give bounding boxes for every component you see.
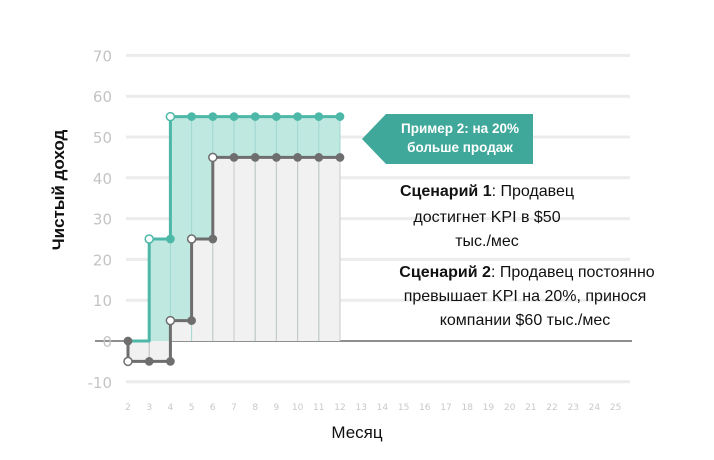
gray-point (229, 153, 239, 162)
x-tick-labels: 2 3 4 5 6 7 8 9 10 11 12 13 14 15 16 17 18 19 20 21 22 23 24 25 (125, 403, 621, 413)
gray-point (293, 153, 302, 162)
callout: Пример 2: на 20% больше продаж (362, 114, 533, 164)
y-axis-title: Чистый доход (49, 129, 68, 250)
gray-point (272, 153, 281, 162)
scenario-2-text-1: : Продавец постоянно (491, 264, 655, 281)
x-tick-label: 3 (146, 403, 152, 413)
gray-point (186, 234, 197, 244)
x-tick-label: 12 (334, 403, 345, 413)
x-tick-label: 18 (461, 403, 473, 413)
scenario-1-text-1: : Продавец (492, 183, 574, 200)
teal-point (272, 112, 281, 121)
scenario-2-title: Сценарий 2 (399, 264, 491, 281)
gray-point (335, 153, 345, 162)
y-tick-label: 20 (93, 251, 112, 269)
teal-point (314, 112, 324, 121)
gray-point (208, 152, 218, 163)
y-tick-label: 50 (93, 129, 112, 147)
x-tick-label: 19 (483, 403, 495, 413)
series-markers (123, 111, 345, 367)
gray-point (166, 357, 175, 366)
x-tick-label: 25 (610, 403, 621, 413)
x-tick-label: 9 (274, 403, 280, 413)
scenario-1-line-1: Сценарий 1: Продавец (400, 183, 574, 200)
teal-point (144, 234, 154, 244)
teal-point (335, 112, 345, 121)
x-tick-label: 6 (210, 403, 216, 413)
gray-point (208, 234, 218, 244)
gray-point (123, 336, 133, 346)
x-tick-label: 17 (440, 403, 451, 413)
y-tick-label: 10 (93, 292, 112, 310)
gray-point (165, 315, 176, 326)
gray-point (187, 316, 196, 325)
scenario-1-line-3: тыс./мес (455, 233, 519, 250)
teal-point (208, 112, 218, 121)
scenario-2-line-2: превышает KPI на 20%, принося (404, 288, 647, 305)
gray-point (250, 153, 260, 162)
x-tick-label: 4 (168, 403, 174, 413)
x-tick-label: 16 (419, 403, 431, 413)
x-tick-label: 7 (231, 403, 237, 413)
y-tick-label: 60 (93, 88, 112, 106)
teal-point (187, 112, 196, 121)
x-axis-title: Месяц (331, 423, 383, 442)
teal-point (293, 112, 302, 121)
x-tick-label: 21 (525, 403, 536, 413)
gray-point (123, 356, 133, 367)
y-tick-labels: -10 0 10 20 30 40 50 60 70 (88, 47, 113, 391)
x-tick-label: 15 (398, 403, 409, 413)
y-tick-label: 70 (93, 47, 112, 65)
x-tick-label: 23 (567, 403, 578, 413)
gray-point (314, 153, 324, 162)
teal-point (166, 234, 175, 244)
teal-point (250, 112, 260, 121)
x-tick-label: 22 (546, 403, 557, 413)
callout-line-2: больше продаж (407, 140, 513, 155)
scenario-1-line-2: достигнет KPI в $50 (413, 209, 560, 226)
y-tick-label: 40 (93, 170, 112, 188)
gray-point (144, 357, 154, 366)
x-tick-label: 20 (504, 403, 516, 413)
x-tick-label: 13 (355, 403, 366, 413)
scenario-2-note: Сценарий 2: Продавец постоянно превышает… (399, 264, 654, 329)
teal-point (229, 112, 239, 121)
teal-point (165, 111, 176, 122)
scenario-2-line-1: Сценарий 2: Продавец постоянно (399, 264, 654, 281)
x-tick-label: 14 (377, 403, 389, 413)
scenario-1-note: Сценарий 1: Продавец достигнет KPI в $50… (400, 183, 574, 250)
scenario-1-title: Сценарий 1 (400, 183, 492, 200)
callout-line-1: Пример 2: на 20% (401, 121, 519, 136)
x-tick-label: 8 (252, 403, 258, 413)
y-tick-label: 30 (93, 211, 112, 229)
x-tick-label: 10 (292, 403, 304, 413)
y-tick-label: -10 (88, 374, 113, 392)
x-tick-label: 24 (589, 403, 601, 413)
x-tick-label: 11 (313, 403, 324, 413)
scenario-2-line-3: компании $60 тыс./мес (440, 312, 611, 329)
x-tick-label: 2 (125, 403, 131, 413)
x-tick-label: 5 (189, 403, 195, 413)
y-tick-label: 0 (102, 333, 112, 351)
callout-arrow-box (362, 114, 533, 164)
